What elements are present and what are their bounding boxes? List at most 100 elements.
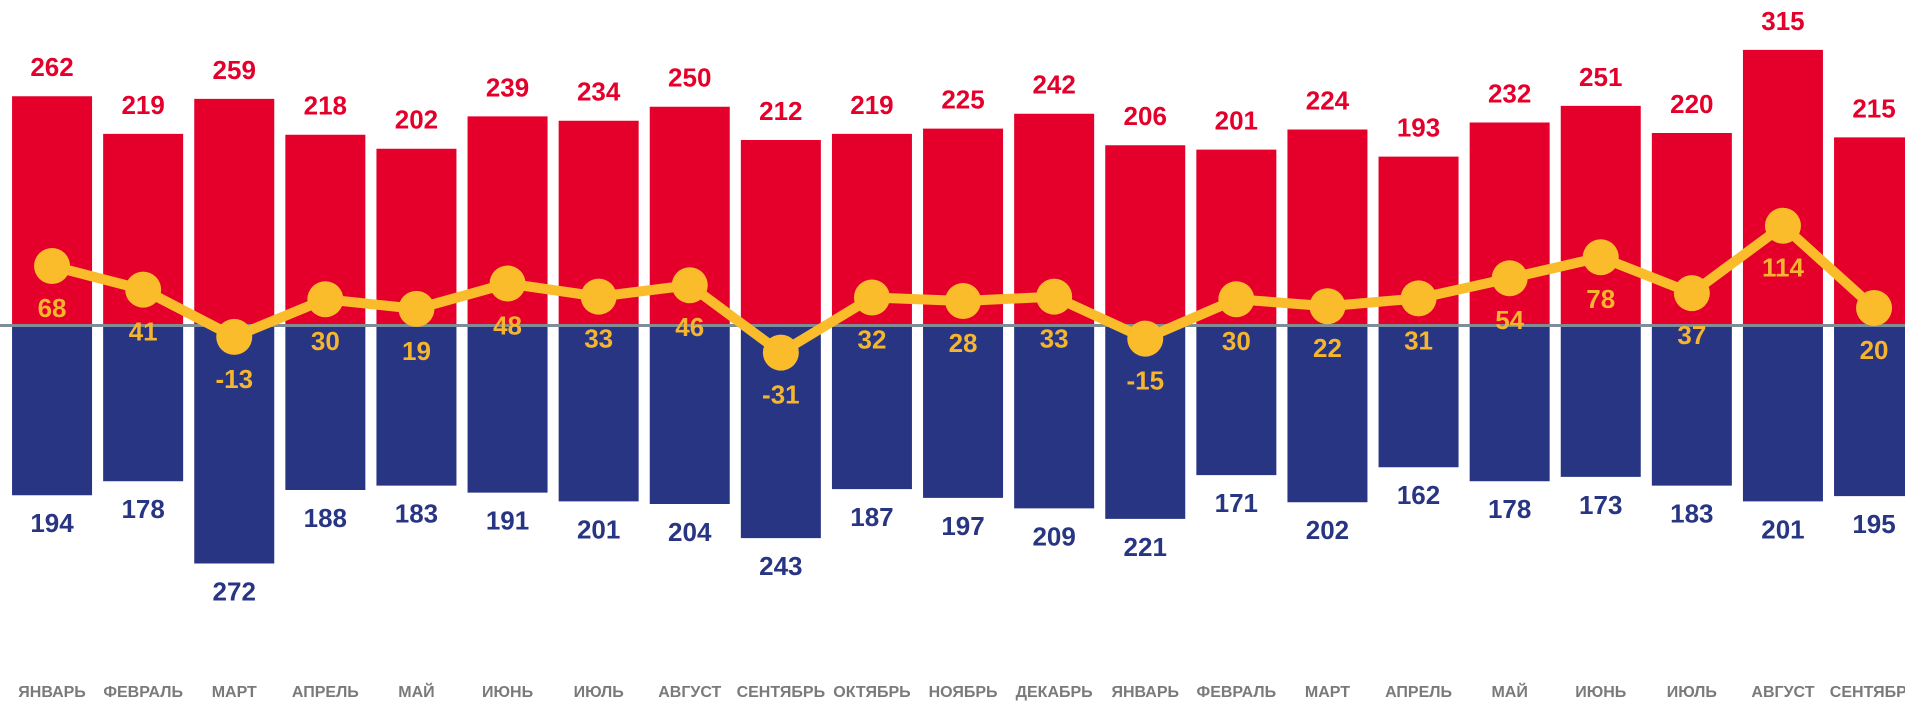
value-label: 195 (1852, 509, 1895, 539)
value-label: 41 (129, 317, 158, 347)
bar (1651, 325, 1732, 486)
x-tick-label: МАЙ (1491, 682, 1527, 701)
point (1036, 278, 1073, 315)
point (125, 271, 162, 308)
point (1673, 275, 1710, 312)
point (398, 290, 435, 327)
value-label: 202 (1306, 515, 1349, 545)
point (1127, 320, 1164, 357)
value-label: 32 (857, 324, 886, 354)
x-tick-label: ОКТЯБРЬ (833, 684, 910, 701)
x-tick-label: МАРТ (1305, 684, 1350, 701)
point (671, 267, 708, 304)
value-label: 193 (1397, 113, 1440, 143)
x-tick-label: ЯНВАРЬ (18, 684, 86, 701)
value-label: 219 (121, 90, 164, 120)
value-label: 201 (1761, 514, 1804, 544)
value-label: 272 (213, 576, 256, 606)
value-label: 251 (1579, 62, 1622, 92)
point (34, 248, 71, 284)
bar (285, 325, 366, 490)
value-label: 202 (395, 105, 438, 135)
value-label: 48 (493, 310, 522, 340)
value-label: 209 (1032, 521, 1075, 551)
value-label: 183 (395, 499, 438, 529)
value-label: 20 (1860, 335, 1889, 365)
point (1218, 281, 1255, 318)
point (307, 281, 344, 318)
bar (923, 325, 1004, 498)
point (762, 334, 799, 371)
value-label: 197 (941, 511, 984, 541)
value-label: 191 (486, 506, 529, 536)
point (1582, 239, 1619, 276)
bar (467, 325, 548, 493)
x-tick-label: АПРЕЛЬ (1385, 684, 1452, 701)
value-label: 162 (1397, 480, 1440, 510)
point (1491, 260, 1528, 297)
value-label: 243 (759, 551, 802, 581)
bar (103, 325, 184, 482)
x-tick-label: ИЮЛЬ (574, 684, 624, 701)
bar (558, 325, 639, 502)
x-tick-label: ИЮНЬ (1575, 684, 1626, 701)
value-label: 37 (1677, 320, 1706, 350)
x-tick-label: СЕНТЯБРЬ (737, 684, 826, 701)
value-label: 204 (668, 517, 712, 547)
value-label: 219 (850, 90, 893, 120)
x-tick-label: ЯНВАРЬ (1111, 684, 1179, 701)
value-label: 33 (584, 324, 613, 354)
value-label: 212 (759, 96, 802, 126)
point (1400, 280, 1437, 317)
bar (12, 96, 93, 326)
bar (831, 325, 912, 490)
value-label: 234 (577, 77, 621, 107)
value-label: 188 (304, 503, 347, 533)
bar (1742, 325, 1823, 502)
point (853, 279, 890, 316)
x-tick-label: ИЮНЬ (482, 684, 533, 701)
x-tick-label: ФЕВРАЛЬ (103, 684, 183, 701)
bar (1560, 325, 1641, 477)
bar (1105, 145, 1186, 326)
value-label: 215 (1852, 93, 1895, 123)
value-label: 78 (1586, 284, 1615, 314)
x-tick-label: АПРЕЛЬ (292, 684, 359, 701)
value-label: 33 (1040, 324, 1069, 354)
bar (649, 325, 730, 504)
value-label: 262 (30, 52, 73, 82)
bar (1469, 325, 1550, 482)
point (216, 318, 253, 355)
x-tick-label: АВГУСТ (658, 684, 721, 701)
bar (1287, 325, 1368, 503)
value-label: 30 (311, 326, 340, 356)
bar (1196, 325, 1277, 476)
bar (194, 98, 275, 326)
x-tick-label: ФЕВРАЛЬ (1197, 684, 1277, 701)
bar (740, 140, 821, 326)
value-label: 201 (577, 514, 620, 544)
value-label: -15 (1126, 366, 1164, 396)
value-label: 220 (1670, 89, 1713, 119)
x-tick-label: ДЕКАБРЬ (1016, 684, 1093, 701)
value-label: 178 (1488, 494, 1531, 524)
bar (1378, 325, 1459, 468)
point (580, 278, 617, 315)
value-label: 183 (1670, 499, 1713, 529)
value-label: 173 (1579, 490, 1622, 520)
point (1764, 207, 1801, 244)
value-label: -13 (215, 364, 253, 394)
x-tick-label: ИЮЛЬ (1667, 684, 1717, 701)
value-label: 46 (675, 312, 704, 342)
value-label: 221 (1124, 532, 1167, 562)
value-label: 259 (213, 55, 256, 85)
bar (376, 325, 457, 486)
value-label: 178 (121, 494, 164, 524)
value-label: 206 (1124, 101, 1167, 131)
value-label: -31 (762, 380, 800, 410)
bar (1014, 325, 1095, 509)
value-label: 114 (1762, 253, 1804, 283)
x-tick-label: МАРТ (212, 684, 257, 701)
point (945, 283, 982, 319)
